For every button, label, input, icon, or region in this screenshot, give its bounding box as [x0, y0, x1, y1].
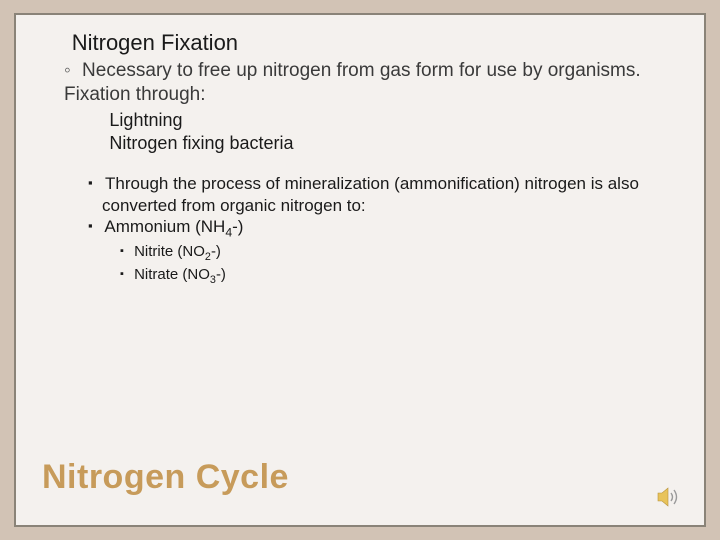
sub2-text: Lightning	[109, 110, 182, 130]
sub3-second: Ammonium (NH4-)	[88, 216, 678, 241]
sub3-first-text: Through the process of mineralization (a…	[102, 174, 639, 214]
sub3-second-prefix: Ammonium (NH	[104, 217, 225, 236]
sub4-a-prefix: Nitrite (NO	[134, 243, 205, 260]
heading-line: Nitrogen Fixation	[42, 29, 678, 57]
sub4-item: Nitrate (NO3-)	[120, 265, 678, 288]
sub4-a-suffix: -)	[211, 243, 221, 260]
slide-frame: Nitrogen Fixation Necessary to free up n…	[14, 13, 706, 527]
sub4-group: Nitrite (NO2-) Nitrate (NO3-)	[42, 242, 678, 287]
sub2-text: Nitrogen fixing bacteria	[109, 133, 293, 153]
sub4-item: Nitrite (NO2-)	[120, 242, 678, 265]
sub4-b-prefix: Nitrate (NO	[134, 266, 210, 283]
slide-title: Nitrogen Cycle	[42, 458, 289, 497]
speaker-icon[interactable]	[656, 485, 682, 509]
sub3-second-suffix: -)	[232, 217, 243, 236]
sub4-b-suffix: -)	[216, 266, 226, 283]
sub1-text: Necessary to free up nitrogen from gas f…	[64, 60, 641, 105]
sub2-item: Lightning	[86, 109, 678, 132]
sub2-item: Nitrogen fixing bacteria	[86, 132, 678, 155]
sub1-line: Necessary to free up nitrogen from gas f…	[64, 59, 678, 107]
heading-text: Nitrogen Fixation	[72, 30, 238, 55]
sub3-first: Through the process of mineralization (a…	[88, 173, 678, 216]
sub2-group: Lightning Nitrogen fixing bacteria	[42, 109, 678, 156]
